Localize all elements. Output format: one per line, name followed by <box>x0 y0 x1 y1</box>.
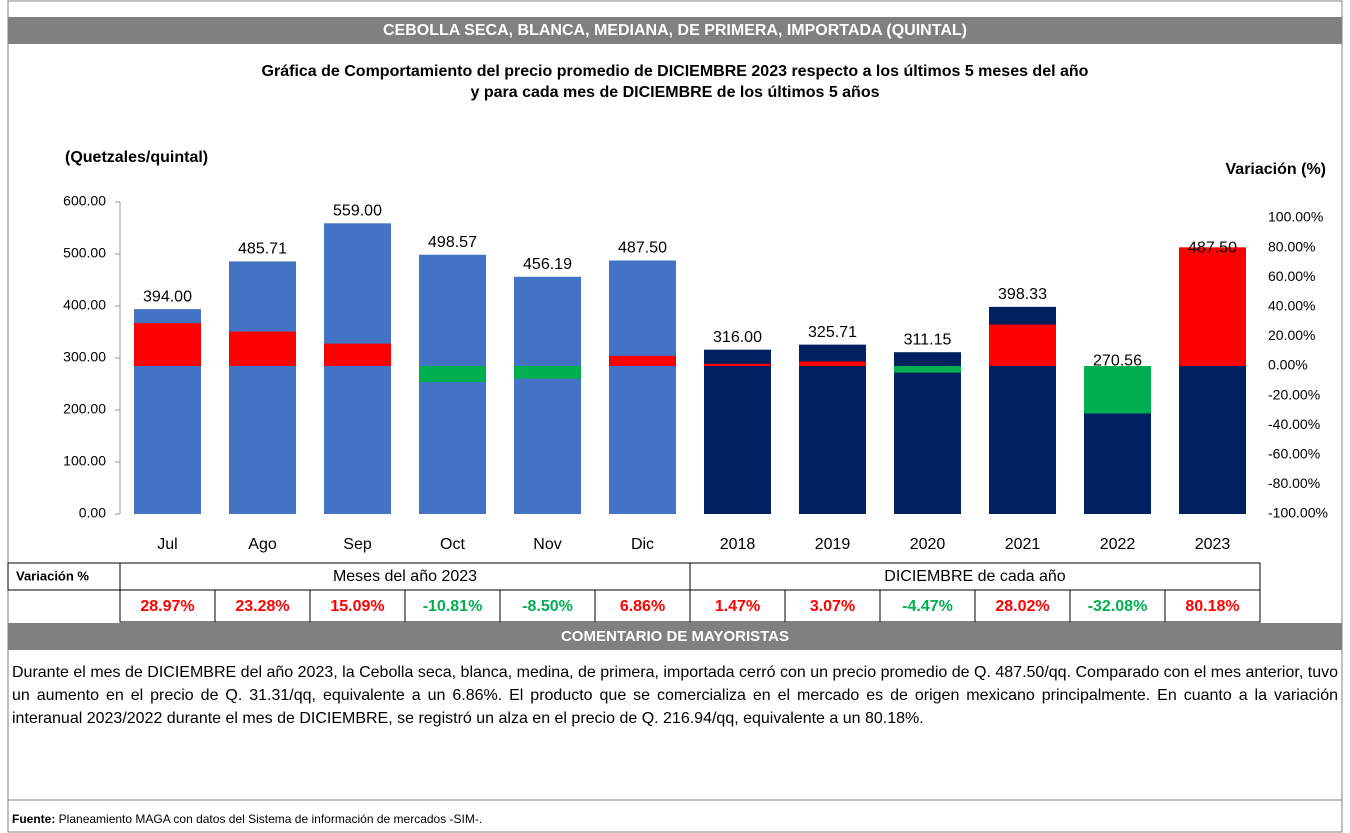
bar <box>419 254 486 515</box>
y2-tick-label: 0.00% <box>1268 357 1308 373</box>
y2-tick-label: -40.00% <box>1268 416 1320 432</box>
comment-text: Durante el mes de DICIEMBRE del año 2023… <box>12 664 1338 727</box>
bar <box>514 276 581 514</box>
y-tick-label: 600.00 <box>63 193 106 209</box>
variation-bar <box>1179 247 1246 366</box>
value-label: 485.71 <box>238 241 287 258</box>
header-bar <box>8 17 1342 44</box>
value-label: 487.50 <box>1188 240 1237 257</box>
group-label: DICIEMBRE de cada año <box>884 568 1066 585</box>
y-tick-label: 400.00 <box>63 297 106 313</box>
y-tick-label: 500.00 <box>63 245 106 261</box>
group-label: Meses del año 2023 <box>333 568 477 585</box>
variation-bar <box>1084 365 1151 414</box>
x-tick-label: Dic <box>631 536 654 553</box>
variation-bar <box>799 361 866 366</box>
variation-bar <box>229 331 296 366</box>
x-tick-label: Oct <box>440 536 465 553</box>
y2-tick-label: 40.00% <box>1268 297 1315 313</box>
variation-label: 1.47% <box>715 598 760 615</box>
variation-bar <box>134 323 201 366</box>
value-label: 311.15 <box>904 331 952 348</box>
variation-label: 15.09% <box>330 598 384 615</box>
frame <box>7 0 1343 833</box>
variation-bar <box>989 324 1056 366</box>
x-tick-label: 2023 <box>1195 536 1231 553</box>
value-label: 456.19 <box>523 256 572 273</box>
variation-label: 80.18% <box>1185 598 1239 615</box>
bar <box>609 260 676 514</box>
source-label: Fuente: <box>12 812 56 826</box>
variation-label: -8.50% <box>522 598 573 615</box>
value-label: 316.00 <box>713 329 762 346</box>
y2-tick-label: -60.00% <box>1268 446 1320 462</box>
header-title: CEBOLLA SECA, BLANCA, MEDIANA, DE PRIMER… <box>383 22 967 39</box>
comment-bar <box>8 623 1342 650</box>
x-tick-label: 2021 <box>1005 536 1041 553</box>
y-tick-label: 0.00 <box>79 505 106 521</box>
y2-tick-label: -100.00% <box>1268 505 1328 521</box>
y2-tick-label: -80.00% <box>1268 475 1320 491</box>
chart-title: Gráfica de Comportamiento del precio pro… <box>262 63 1089 80</box>
x-tick-label: 2020 <box>910 536 946 553</box>
variation-bar <box>704 363 771 366</box>
value-label: 487.50 <box>618 240 667 257</box>
variation-label: 28.02% <box>995 598 1049 615</box>
source-text: Planeamiento MAGA con datos del Sistema … <box>55 812 483 826</box>
variation-label: 3.07% <box>810 598 855 615</box>
bar <box>229 261 296 514</box>
bar <box>894 352 961 514</box>
bar <box>799 344 866 514</box>
x-tick-label: Jul <box>157 536 177 553</box>
variation-bar <box>894 365 961 373</box>
x-tick-label: Nov <box>533 536 561 553</box>
y2-tick-label: 80.00% <box>1268 238 1315 254</box>
variation-bar <box>419 365 486 382</box>
source: Fuente: Planeamiento MAGA con datos del … <box>12 812 482 826</box>
variation-label: -32.08% <box>1088 598 1148 615</box>
variation-label: 28.97% <box>140 598 194 615</box>
value-label: 394.00 <box>143 288 192 305</box>
y-tick-label: 200.00 <box>63 401 106 417</box>
y2-tick-label: -20.00% <box>1268 386 1320 402</box>
y2-tick-label: 60.00% <box>1268 268 1315 284</box>
variation-label: -10.81% <box>423 598 483 615</box>
y-axis-label: (Quetzales/quintal) <box>65 149 208 166</box>
x-tick-label: 2019 <box>815 536 851 553</box>
value-label: 498.57 <box>428 234 477 251</box>
x-tick-label: 2022 <box>1100 536 1136 553</box>
value-label: 398.33 <box>998 286 1047 303</box>
y-tick-label: 300.00 <box>63 349 106 365</box>
x-tick-label: 2018 <box>720 536 756 553</box>
chart-title: y para cada mes de DICIEMBRE de los últi… <box>470 84 879 101</box>
y-tick-label: 100.00 <box>63 453 106 469</box>
y2-axis-label: Variación (%) <box>1226 161 1326 178</box>
variation-label: 23.28% <box>235 598 289 615</box>
y2-tick-label: 100.00% <box>1268 209 1323 225</box>
group-cell <box>689 562 1261 591</box>
variation-label: -4.47% <box>902 598 953 615</box>
y2-tick-label: 20.00% <box>1268 327 1315 343</box>
variation-bar <box>609 355 676 366</box>
variation-bar <box>324 343 391 366</box>
bar <box>324 223 391 514</box>
table-label: Variación % <box>16 568 89 583</box>
comment-title: COMENTARIO DE MAYORISTAS <box>561 628 789 645</box>
x-tick-label: Sep <box>343 536 372 553</box>
variation-label: 6.86% <box>620 598 665 615</box>
value-label: 270.56 <box>1093 353 1142 370</box>
variation-bar <box>514 365 581 379</box>
x-tick-label: Ago <box>248 536 277 553</box>
bar <box>704 349 771 514</box>
value-label: 559.00 <box>333 203 382 220</box>
value-label: 325.71 <box>808 324 857 341</box>
